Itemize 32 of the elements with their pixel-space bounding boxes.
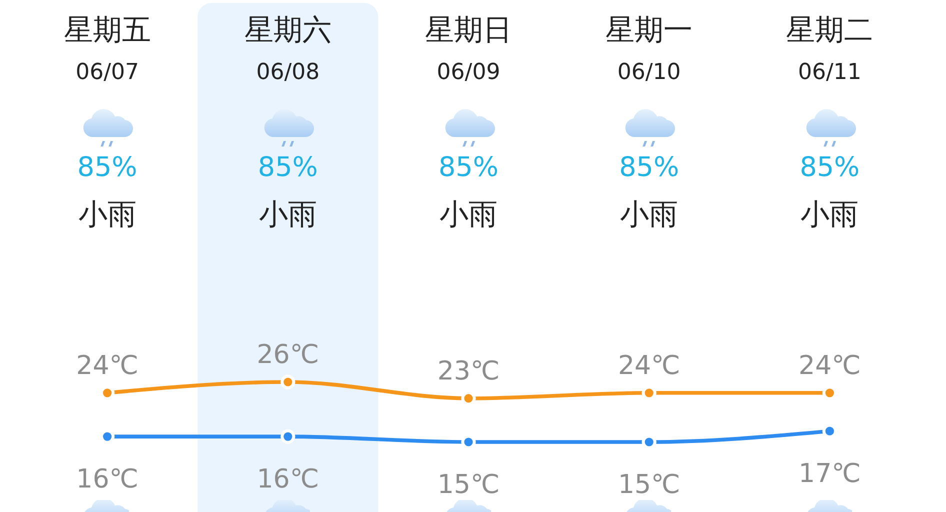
data-label: 24℃ bbox=[76, 350, 138, 381]
x-tick-label: 星期日 bbox=[425, 12, 512, 46]
point bbox=[280, 429, 296, 444]
text: 06/11 bbox=[798, 60, 862, 85]
text: 小雨 bbox=[78, 197, 136, 231]
data-label: 24℃ bbox=[798, 350, 861, 381]
x-tick-label: 星期一 bbox=[606, 12, 693, 46]
text: 小雨 bbox=[620, 197, 678, 231]
data-label: 16℃ bbox=[76, 464, 138, 495]
data-label: 24℃ bbox=[618, 350, 680, 381]
data-label: 16℃ bbox=[256, 464, 320, 495]
text: 85% bbox=[258, 152, 318, 183]
x-tick-label: 星期二 bbox=[786, 12, 874, 46]
text: 06/08 bbox=[256, 60, 320, 85]
data-label: 23℃ bbox=[437, 356, 500, 386]
text: 85% bbox=[619, 152, 680, 183]
text: 06/07 bbox=[76, 60, 140, 85]
text: 小雨 bbox=[258, 197, 317, 231]
text: 85% bbox=[77, 152, 138, 183]
x-tick-label: 星期六 bbox=[244, 12, 332, 46]
data-label: 17℃ bbox=[798, 459, 861, 490]
x-tick-label: 星期五 bbox=[64, 12, 151, 46]
data-label: 15℃ bbox=[437, 470, 500, 500]
data-label: 26℃ bbox=[256, 340, 320, 370]
text: 小雨 bbox=[800, 197, 859, 231]
point bbox=[280, 374, 296, 390]
text: 06/10 bbox=[617, 60, 681, 85]
text: 06/09 bbox=[436, 60, 500, 85]
text: 85% bbox=[800, 152, 860, 183]
text: 小雨 bbox=[440, 197, 498, 231]
data-label: 15℃ bbox=[618, 470, 680, 500]
text: 85% bbox=[438, 152, 499, 183]
